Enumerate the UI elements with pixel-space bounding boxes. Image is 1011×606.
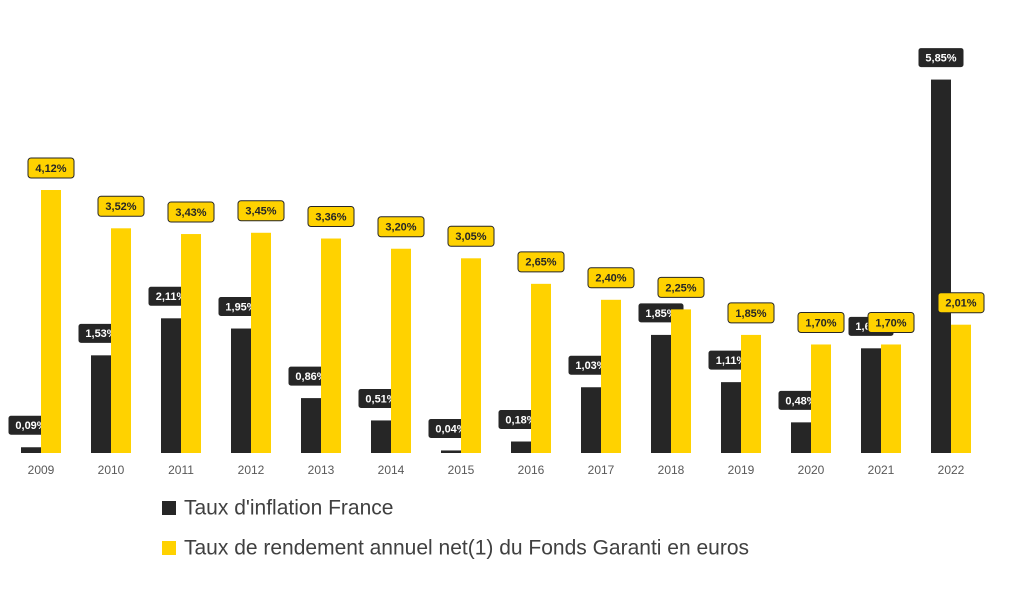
- bar: [811, 344, 831, 453]
- bar: [161, 318, 181, 453]
- value-label-box: [377, 216, 425, 238]
- value-label: 0,86%: [295, 371, 326, 383]
- x-tick-label: 2014: [378, 463, 405, 477]
- bar: [951, 324, 971, 453]
- bar: [791, 422, 811, 453]
- value-label-box: [917, 47, 965, 69]
- bar: [651, 334, 671, 453]
- value-label: 1,85%: [645, 308, 676, 320]
- value-label: 0,48%: [785, 395, 816, 407]
- value-label: 1,53%: [85, 328, 116, 340]
- value-label: 2,11%: [156, 291, 187, 303]
- bar: [251, 232, 271, 453]
- bar: [231, 328, 251, 453]
- value-label: 2,25%: [665, 282, 696, 294]
- value-label: 1,95%: [225, 301, 256, 313]
- value-label: 5,85%: [925, 52, 956, 64]
- value-label-box: [657, 276, 705, 298]
- value-label: 3,45%: [245, 206, 276, 218]
- value-label: 2,01%: [945, 298, 976, 310]
- bar: [461, 258, 481, 453]
- x-tick-label: 2021: [868, 463, 895, 477]
- bar: [111, 228, 131, 453]
- x-tick-label: 2017: [588, 463, 615, 477]
- value-label-box: [97, 195, 145, 217]
- value-label: 2,40%: [595, 273, 626, 285]
- value-label: 3,05%: [455, 231, 486, 243]
- value-label-box: [797, 311, 845, 333]
- value-label: 1,70%: [805, 317, 836, 329]
- x-tick-label: 2019: [728, 463, 755, 477]
- bar: [511, 441, 531, 453]
- value-label: 2,65%: [525, 257, 556, 269]
- value-label: 0,51%: [365, 393, 396, 405]
- bar: [721, 382, 741, 453]
- value-label: 3,20%: [385, 222, 416, 234]
- value-label: 1,85%: [735, 308, 766, 320]
- value-label: 4,12%: [35, 163, 66, 175]
- value-label-box: [27, 157, 75, 179]
- value-label: 1,11%: [716, 355, 747, 367]
- bar: [181, 234, 201, 453]
- bar: [601, 299, 621, 453]
- value-label-box: [237, 200, 285, 222]
- bar: [531, 283, 551, 453]
- legend-swatch: [162, 501, 176, 515]
- x-tick-label: 2016: [518, 463, 545, 477]
- bar: [21, 447, 41, 453]
- value-label-box: [937, 292, 985, 314]
- x-tick-label: 2009: [28, 463, 55, 477]
- value-label: 1,03%: [575, 360, 606, 372]
- value-label: 0,18%: [505, 414, 536, 426]
- value-label-box: [587, 267, 635, 289]
- x-tick-label: 2020: [798, 463, 825, 477]
- value-label: 1,70%: [875, 317, 906, 329]
- value-label: 0,04%: [435, 423, 466, 435]
- bar: [41, 190, 61, 454]
- value-label-box: [447, 225, 495, 247]
- legend-label: Taux d'inflation France: [184, 497, 393, 520]
- bar: [741, 334, 761, 453]
- bar: [321, 238, 341, 453]
- value-label-box: [867, 311, 915, 333]
- x-tick-label: 2011: [168, 463, 194, 477]
- bar: [881, 344, 901, 453]
- bar: [671, 309, 691, 453]
- value-label-box: [517, 251, 565, 273]
- bar: [301, 398, 321, 453]
- legend-label: Taux de rendement annuel net(1) du Fonds…: [184, 537, 749, 560]
- x-tick-label: 2013: [308, 463, 335, 477]
- x-tick-label: 2010: [98, 463, 125, 477]
- x-tick-label: 2018: [658, 463, 685, 477]
- bar: [391, 248, 411, 453]
- x-tick-label: 2015: [448, 463, 475, 477]
- bar: [441, 450, 461, 453]
- value-label-box: [307, 206, 355, 228]
- legend-swatch: [162, 541, 176, 555]
- value-label-box: [727, 302, 775, 324]
- value-label: 3,36%: [315, 211, 346, 223]
- bar: [581, 387, 601, 453]
- value-label: 3,52%: [105, 201, 136, 213]
- bar: [861, 348, 881, 453]
- x-tick-label: 2022: [938, 463, 965, 477]
- x-tick-label: 2012: [238, 463, 265, 477]
- value-label: 0,09%: [15, 420, 46, 432]
- value-label: 3,43%: [175, 207, 206, 219]
- value-label-box: [167, 201, 215, 223]
- bar: [931, 79, 951, 453]
- bar: [91, 355, 111, 453]
- bar: [371, 420, 391, 453]
